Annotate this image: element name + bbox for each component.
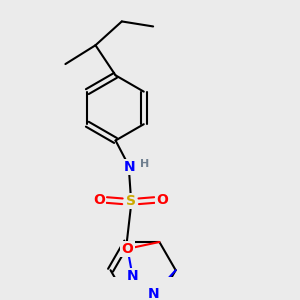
Text: S: S [126,194,136,208]
Text: N: N [124,160,135,174]
Text: O: O [156,193,168,207]
Text: O: O [93,193,105,207]
Text: H: H [140,159,150,169]
Text: N: N [127,269,138,283]
Text: N: N [148,287,160,300]
Text: O: O [122,242,134,256]
